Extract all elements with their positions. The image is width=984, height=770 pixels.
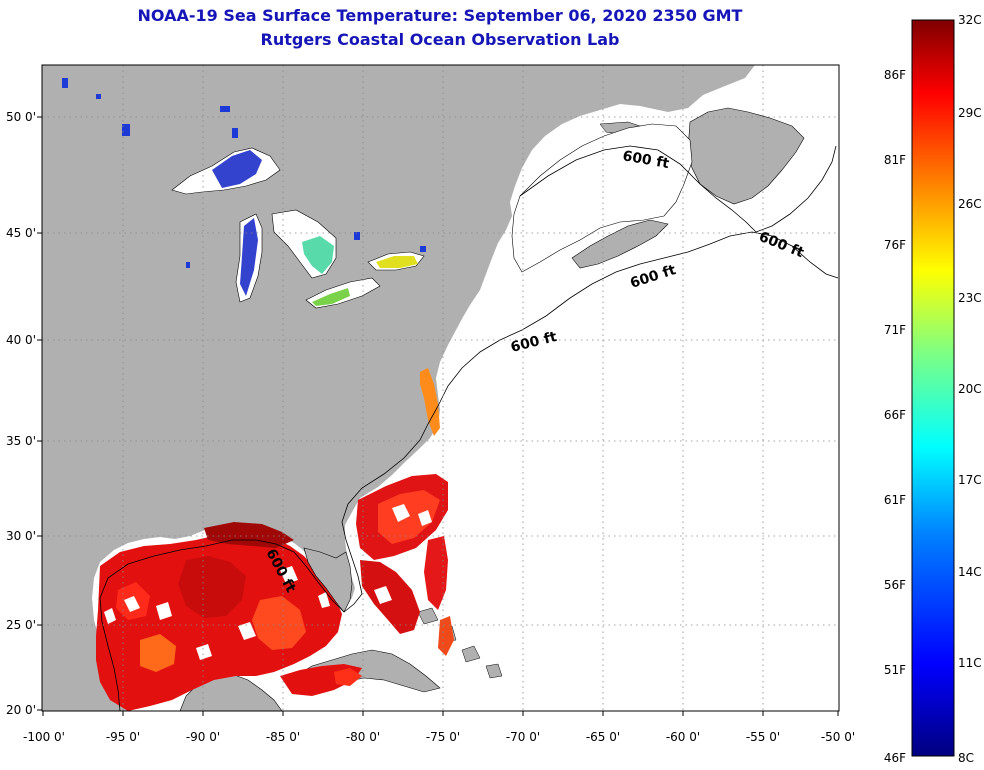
lake-erie-sst <box>312 288 350 306</box>
lon-label: -100 0' <box>23 730 65 744</box>
cb-celsius-label: 14C <box>958 565 982 579</box>
lat-label: 35 0' <box>6 434 36 448</box>
lon-label: -65 0' <box>586 730 620 744</box>
cb-fahrenheit-label: 81F <box>884 153 906 167</box>
map-subtitle: Rutgers Coastal Ocean Observation Lab <box>260 30 620 49</box>
lon-label: -95 0' <box>106 730 140 744</box>
cb-celsius-label: 11C <box>958 656 982 670</box>
gulf-st-lawrence-water <box>511 123 693 273</box>
nova-scotia-land <box>571 219 669 269</box>
cb-fahrenheit-label: 66F <box>884 408 906 422</box>
lat-ticks <box>37 116 42 711</box>
cb-celsius-label: 29C <box>958 106 982 120</box>
isobath-600ft <box>99 145 839 711</box>
lat-label: 25 0' <box>6 618 36 632</box>
lon-label: -75 0' <box>426 730 460 744</box>
lake-superior-sst <box>212 150 262 188</box>
north-america-land <box>42 65 755 711</box>
florida-land <box>303 547 353 613</box>
cb-fahrenheit-label: 76F <box>884 238 906 252</box>
map-title: NOAA-19 Sea Surface Temperature: Septemb… <box>137 6 743 25</box>
lake-ontario-sst <box>376 256 418 268</box>
small-lakes <box>62 78 426 268</box>
colorbar <box>911 19 955 757</box>
cb-fahrenheit-label: 51F <box>884 663 906 677</box>
cb-celsius-label: 8C <box>958 751 974 765</box>
lat-label: 50 0' <box>6 110 36 124</box>
lon-label: -80 0' <box>346 730 380 744</box>
cb-fahrenheit-label: 56F <box>884 578 906 592</box>
lat-label: 40 0' <box>6 333 36 347</box>
lake-michigan-sst <box>240 218 258 296</box>
lon-labels: -100 0' -95 0' -90 0' -85 0' -80 0' -75 … <box>23 730 855 744</box>
cb-celsius-label: 23C <box>958 291 982 305</box>
graticule <box>42 65 839 711</box>
cb-celsius-label: 20C <box>958 382 982 396</box>
lake-huron-sst <box>302 236 334 274</box>
lon-ticks <box>42 711 839 716</box>
lon-label: -55 0' <box>746 730 780 744</box>
lat-label: 20 0' <box>6 703 36 717</box>
colorbar-fahrenheit-labels: 86F 81F 76F 71F 66F 61F 56F 51F 46F <box>884 68 906 765</box>
lat-label: 30 0' <box>6 529 36 543</box>
cb-fahrenheit-label: 61F <box>884 493 906 507</box>
lat-label: 45 0' <box>6 226 36 240</box>
cb-fahrenheit-label: 46F <box>884 751 906 765</box>
atlantic-sst <box>356 474 454 656</box>
map-content: 600 ft 600 ft 600 ft 600 ft 600 ft <box>42 65 839 711</box>
lon-label: -85 0' <box>266 730 300 744</box>
lat-labels: 50 0' 45 0' 40 0' 35 0' 30 0' 25 0' 20 0… <box>6 110 36 717</box>
cb-celsius-label: 17C <box>958 473 982 487</box>
map-frame <box>41 64 840 712</box>
cb-celsius-label: 26C <box>958 197 982 211</box>
newfoundland-land <box>687 107 805 205</box>
lon-label: -50 0' <box>821 730 855 744</box>
lon-label: -60 0' <box>666 730 700 744</box>
colorbar-celsius-labels: 32C 29C 26C 23C 20C 17C 14C 11C 8C <box>958 13 982 765</box>
cb-fahrenheit-label: 86F <box>884 68 906 82</box>
lon-label: -70 0' <box>506 730 540 744</box>
lon-label: -90 0' <box>186 730 220 744</box>
cb-celsius-label: 32C <box>958 13 982 27</box>
gulf-sst <box>96 522 362 711</box>
cb-fahrenheit-label: 71F <box>884 323 906 337</box>
chesapeake-sst <box>420 368 440 436</box>
